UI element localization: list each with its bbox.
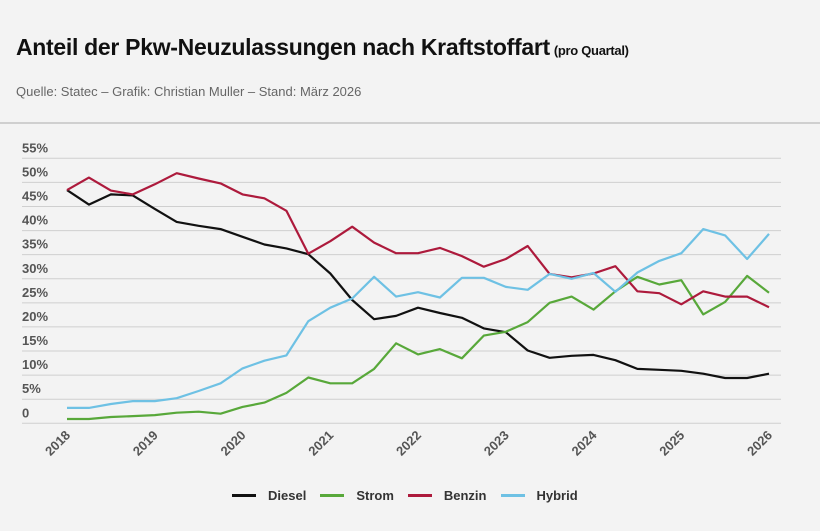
y-tick-label: 0 bbox=[22, 405, 29, 420]
legend-swatch bbox=[500, 494, 525, 497]
x-tick-label: 2021 bbox=[305, 428, 336, 459]
legend-label: Diesel bbox=[268, 488, 307, 503]
y-tick-label: 5% bbox=[22, 381, 41, 396]
x-tick-label: 2020 bbox=[218, 428, 249, 459]
x-tick-label: 2022 bbox=[393, 428, 424, 459]
legend-label: Strom bbox=[356, 488, 394, 503]
y-tick-label: 50% bbox=[22, 164, 48, 179]
y-tick-label: 35% bbox=[22, 237, 48, 252]
series-line-diesel bbox=[66, 189, 770, 380]
legend-item-strom: Strom bbox=[320, 488, 394, 503]
header-divider bbox=[0, 122, 820, 124]
legend-swatch bbox=[407, 494, 432, 497]
series-line-strom bbox=[67, 274, 770, 421]
x-tick-label: 2019 bbox=[130, 428, 161, 459]
y-tick-label: 10% bbox=[22, 357, 48, 372]
legend-swatch bbox=[232, 494, 256, 497]
y-tick-label: 30% bbox=[22, 261, 48, 276]
title-text: Anteil der Pkw-Neuzulassungen nach Kraft… bbox=[16, 34, 550, 60]
x-tick-label: 2026 bbox=[744, 428, 775, 459]
legend: Diesel Strom Benzin Hybrid bbox=[232, 488, 592, 503]
legend-label: Benzin bbox=[443, 488, 487, 503]
y-tick-label: 40% bbox=[22, 213, 48, 228]
series-line-hybrid bbox=[67, 228, 770, 409]
source-line: Quelle: Statec – Grafik: Christian Mulle… bbox=[16, 84, 362, 99]
legend-label: Hybrid bbox=[536, 488, 578, 503]
y-tick-label: 15% bbox=[22, 333, 48, 348]
y-tick-label: 20% bbox=[22, 309, 48, 324]
legend-item-diesel: Diesel bbox=[232, 488, 306, 503]
y-tick-label: 55% bbox=[22, 140, 48, 155]
y-tick-label: 25% bbox=[22, 285, 48, 300]
legend-item-benzin: Benzin bbox=[407, 488, 487, 503]
legend-item-hybrid: Hybrid bbox=[500, 488, 578, 503]
y-tick-label: 45% bbox=[22, 188, 48, 203]
legend-swatch bbox=[320, 494, 345, 497]
x-tick-label: 2023 bbox=[481, 428, 512, 459]
x-tick-label: 2025 bbox=[656, 428, 687, 459]
chart-title: Anteil der Pkw-Neuzulassungen nach Kraft… bbox=[16, 34, 629, 61]
x-tick-label: 2024 bbox=[569, 427, 601, 459]
x-tick-label: 2018 bbox=[42, 428, 73, 459]
series-line-benzin bbox=[66, 172, 770, 309]
title-suffix: (pro Quartal) bbox=[553, 43, 629, 58]
